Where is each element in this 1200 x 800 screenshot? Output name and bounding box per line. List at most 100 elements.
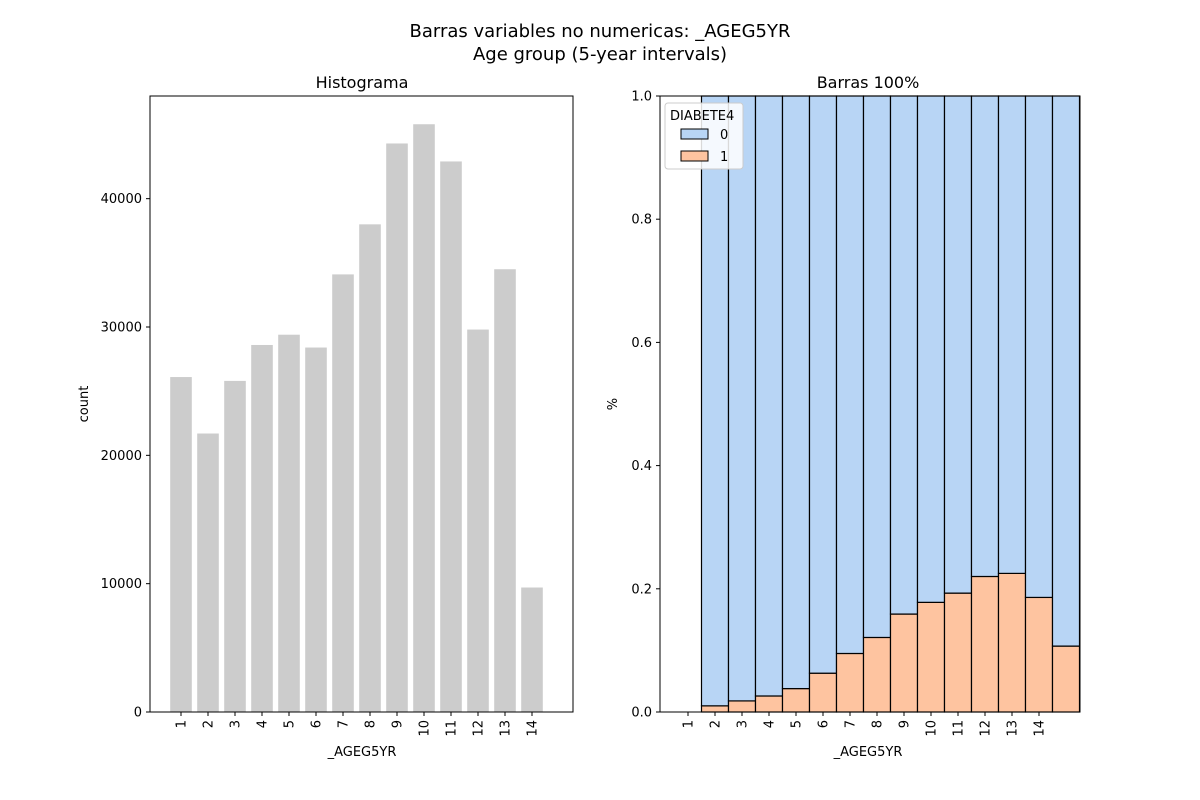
stacked-y-tick-label-2: 0.4 — [631, 459, 652, 474]
stacked-bar-1-3 — [754, 695, 784, 713]
stacked-bars — [700, 95, 1081, 713]
stacked-x-tick-label-14: 14 — [1033, 720, 1048, 737]
stacked-x-tick-label-12: 12 — [979, 720, 994, 737]
stacked-y-tick-label-0: 0.0 — [631, 706, 652, 721]
histogram-y-tick-label-0: 0 — [134, 706, 142, 721]
stacked-x-tick-label-4: 4 — [763, 720, 778, 728]
histogram-y-tick-label-2: 20000 — [101, 449, 142, 464]
stacked-frame — [659, 95, 1081, 713]
histogram-frame — [149, 95, 574, 713]
histogram-y-ticks: 0 10000 20000 30000 40000 — [101, 192, 150, 721]
stacked-x-tick-label-6: 6 — [817, 720, 832, 728]
histogram-x-tick-label-11: 11 — [445, 720, 460, 737]
stacked-x-tick-label-1: 1 — [682, 720, 697, 728]
stacked-x-tick-label-13: 13 — [1006, 720, 1021, 737]
histogram-bar-10 — [413, 124, 435, 712]
histogram-x-label: _AGEG5YR — [327, 745, 397, 760]
stacked-x-tick-label-11: 11 — [952, 720, 967, 737]
histogram-bar-14 — [521, 587, 543, 712]
legend-label-0: 0 — [720, 128, 728, 143]
stacked-bar-0-5 — [808, 95, 838, 674]
stacked-bar-1-1 — [700, 705, 730, 713]
stacked-bar-1-11 — [970, 575, 1000, 713]
stacked-bar-1-7 — [862, 636, 892, 713]
histogram-bar-11 — [440, 161, 462, 712]
legend: DIABETE4 0 1 — [664, 102, 744, 170]
histogram-title: Histograma — [316, 73, 409, 92]
stacked-bar-1-5 — [808, 672, 838, 713]
stacked-x-ticks: 1 2 3 4 5 6 7 8 9 10 11 12 13 14 — [682, 712, 1048, 737]
histogram-bar-3 — [224, 380, 246, 712]
stacked-bar-0-6 — [835, 95, 865, 655]
stacked-bar-0-10 — [943, 95, 973, 594]
histogram-y-tick-label-1: 10000 — [101, 577, 142, 592]
histogram-y-label: count — [77, 386, 92, 423]
stacked-title: Barras 100% — [817, 73, 920, 92]
stacked-y-tick-label-4: 0.8 — [631, 213, 652, 228]
stacked-x-tick-label-8: 8 — [871, 720, 886, 728]
histogram-x-tick-label-2: 2 — [202, 720, 217, 728]
histogram-bar-13 — [494, 269, 516, 712]
histogram-bar-7 — [332, 274, 354, 712]
histogram-x-ticks: 1 2 3 4 5 6 7 8 9 10 11 12 13 14 — [175, 712, 541, 737]
stacked-bar-0-11 — [970, 95, 1000, 578]
histogram-bar-4 — [251, 344, 273, 712]
stacked-bar-0-1 — [700, 95, 730, 707]
stacked-x-tick-label-2: 2 — [709, 720, 724, 728]
stacked-bar-1-4 — [781, 687, 811, 713]
legend-title: DIABETE4 — [670, 109, 734, 124]
histogram-bar-2 — [197, 433, 219, 712]
stacked-bar-0-13 — [1024, 95, 1054, 599]
stacked-y-tick-label-5: 1.0 — [631, 90, 652, 105]
histogram-x-tick-label-5: 5 — [283, 720, 298, 728]
figure-title: Barras variables no numericas: _AGEG5YR … — [0, 20, 1200, 66]
histogram-x-tick-label-8: 8 — [364, 720, 379, 728]
histogram-y-tick-label-4: 40000 — [101, 192, 142, 207]
stacked-bar-0-8 — [889, 95, 919, 615]
histogram-bar-6 — [305, 347, 327, 712]
stacked-bar-1-10 — [943, 592, 973, 713]
histogram-x-tick-label-7: 7 — [337, 720, 352, 728]
stacked-bar-1-8 — [889, 613, 919, 713]
histogram-bar-9 — [386, 143, 408, 712]
stacked-bar-1-13 — [1024, 596, 1054, 713]
histogram-x-tick-label-1: 1 — [175, 720, 190, 728]
stacked-bar-0-4 — [781, 95, 811, 690]
stacked-x-tick-label-9: 9 — [898, 720, 913, 728]
histogram-x-tick-label-14: 14 — [526, 720, 541, 737]
histogram-x-tick-label-4: 4 — [256, 720, 271, 728]
stacked-y-ticks: 0.0 0.2 0.4 0.6 0.8 1.0 — [631, 90, 660, 721]
histogram-x-tick-label-9: 9 — [391, 720, 406, 728]
stacked-y-tick-label-3: 0.6 — [631, 336, 652, 351]
figure-title-line1: Barras variables no numericas: _AGEG5YR — [409, 21, 791, 42]
stacked-bar-1-6 — [835, 652, 865, 713]
stacked-x-label: _AGEG5YR — [833, 745, 903, 760]
histogram-bar-1 — [170, 377, 192, 712]
stacked-y-tick-label-1: 0.2 — [631, 582, 652, 597]
histogram-x-tick-label-10: 10 — [418, 720, 433, 737]
stacked-x-tick-label-5: 5 — [790, 720, 805, 728]
histogram-x-tick-label-3: 3 — [229, 720, 244, 728]
stacked-bar-0-7 — [862, 95, 892, 639]
stacked-bar-0-2 — [727, 95, 757, 702]
stacked-bar-0-12 — [997, 95, 1027, 574]
histogram-x-tick-label-6: 6 — [310, 720, 325, 728]
stacked-bar-1-14 — [1051, 645, 1081, 713]
stacked-x-tick-label-7: 7 — [844, 720, 859, 728]
stacked-bar-1-9 — [916, 601, 946, 713]
histogram-bar-5 — [278, 334, 300, 712]
stacked-bar-1-12 — [997, 572, 1027, 713]
legend-swatch-1 — [680, 150, 709, 162]
stacked-x-tick-label-3: 3 — [736, 720, 751, 728]
stacked-bar-1-2 — [727, 700, 757, 713]
stacked-bar-0-9 — [916, 95, 946, 603]
histogram-bars — [170, 124, 543, 713]
stacked-y-label: % — [606, 398, 621, 410]
figure-title-line2: Age group (5-year intervals) — [472, 44, 728, 65]
legend-swatch-0 — [680, 128, 709, 140]
histogram-x-tick-label-12: 12 — [472, 720, 487, 737]
stacked-bar-0-3 — [754, 95, 784, 697]
